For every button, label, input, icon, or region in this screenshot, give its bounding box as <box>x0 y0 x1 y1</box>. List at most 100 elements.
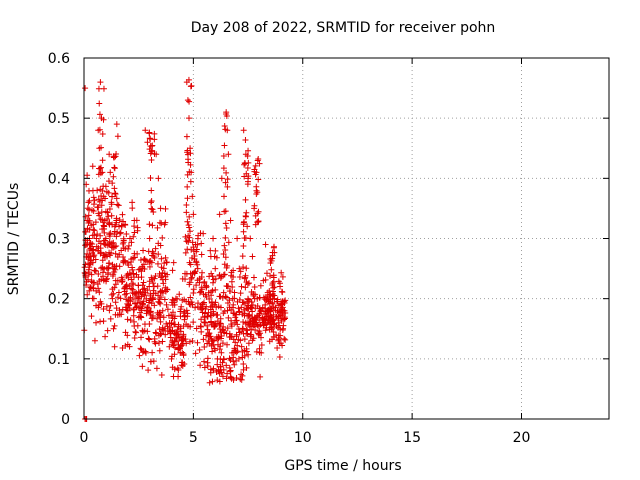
data-point <box>268 306 275 313</box>
data-point <box>263 270 270 277</box>
data-point <box>142 127 149 134</box>
data-point <box>122 258 129 265</box>
data-point <box>84 172 91 179</box>
data-point <box>140 247 147 254</box>
data-point <box>220 165 227 172</box>
data-point <box>228 375 235 382</box>
data-point <box>111 190 118 197</box>
data-point <box>198 323 205 330</box>
data-point <box>257 373 264 380</box>
data-point <box>106 205 113 212</box>
data-point <box>88 284 95 291</box>
data-point <box>164 306 171 313</box>
data-point <box>97 232 104 239</box>
data-point <box>212 275 219 282</box>
data-point <box>85 260 92 267</box>
data-point <box>245 312 252 319</box>
data-point <box>155 298 162 305</box>
data-point <box>232 339 239 346</box>
x-tick-label: 5 <box>189 430 198 446</box>
data-point <box>120 254 127 261</box>
data-point <box>195 232 202 239</box>
data-point <box>90 253 97 260</box>
data-point <box>190 211 197 218</box>
data-point <box>166 343 173 350</box>
data-point <box>248 326 255 333</box>
data-point <box>240 228 247 235</box>
data-point <box>239 311 246 318</box>
data-point <box>99 157 106 164</box>
data-point <box>278 315 285 322</box>
data-point <box>129 199 136 206</box>
data-point <box>155 340 162 347</box>
data-point <box>98 144 105 151</box>
data-point <box>268 320 275 327</box>
data-point <box>91 267 98 274</box>
data-point <box>281 335 288 342</box>
data-point <box>146 283 153 290</box>
data-point <box>132 300 139 307</box>
data-point <box>245 351 252 358</box>
data-point <box>135 266 142 273</box>
data-point <box>102 333 109 340</box>
data-point <box>200 230 207 237</box>
data-point <box>211 345 218 352</box>
data-point <box>204 322 211 329</box>
data-point <box>269 291 276 298</box>
data-point <box>211 320 218 327</box>
data-point <box>88 278 95 285</box>
data-point <box>209 279 216 286</box>
data-point <box>258 334 265 341</box>
data-point <box>119 306 126 313</box>
data-point <box>229 283 236 290</box>
data-point <box>178 359 185 366</box>
data-point <box>213 304 220 311</box>
data-point <box>109 221 116 228</box>
data-point <box>272 307 279 314</box>
data-point <box>196 346 203 353</box>
data-point <box>244 305 251 312</box>
data-point <box>201 344 208 351</box>
data-point <box>231 310 238 317</box>
data-point <box>242 196 249 203</box>
data-point <box>267 308 274 315</box>
data-point <box>85 212 92 219</box>
data-point <box>99 257 106 264</box>
data-point <box>133 303 140 310</box>
data-point <box>238 283 245 290</box>
data-point <box>249 308 256 315</box>
data-point <box>150 358 157 365</box>
data-point <box>212 286 219 293</box>
data-point <box>204 355 211 362</box>
data-point <box>132 328 139 335</box>
data-point <box>142 349 149 356</box>
data-point <box>184 195 191 202</box>
data-point <box>151 130 158 137</box>
data-point <box>95 271 102 278</box>
grid-lines <box>84 58 609 419</box>
data-point <box>122 291 129 298</box>
data-point <box>225 314 232 321</box>
data-point <box>240 127 247 134</box>
data-point <box>126 235 133 242</box>
data-point <box>202 291 209 298</box>
data-point <box>152 272 159 279</box>
data-point <box>95 196 102 203</box>
data-point <box>99 169 106 176</box>
data-point <box>128 285 135 292</box>
data-point <box>220 310 227 317</box>
data-point <box>225 239 232 246</box>
data-point <box>120 218 127 225</box>
data-point <box>206 379 213 386</box>
data-point <box>90 221 97 228</box>
data-point <box>149 142 156 149</box>
data-point <box>126 305 133 312</box>
data-point <box>86 217 93 224</box>
data-point <box>110 325 117 332</box>
data-point <box>191 269 198 276</box>
data-point <box>170 342 177 349</box>
data-point <box>162 254 169 261</box>
data-point <box>148 187 155 194</box>
data-point <box>109 286 116 293</box>
data-point <box>112 153 119 160</box>
